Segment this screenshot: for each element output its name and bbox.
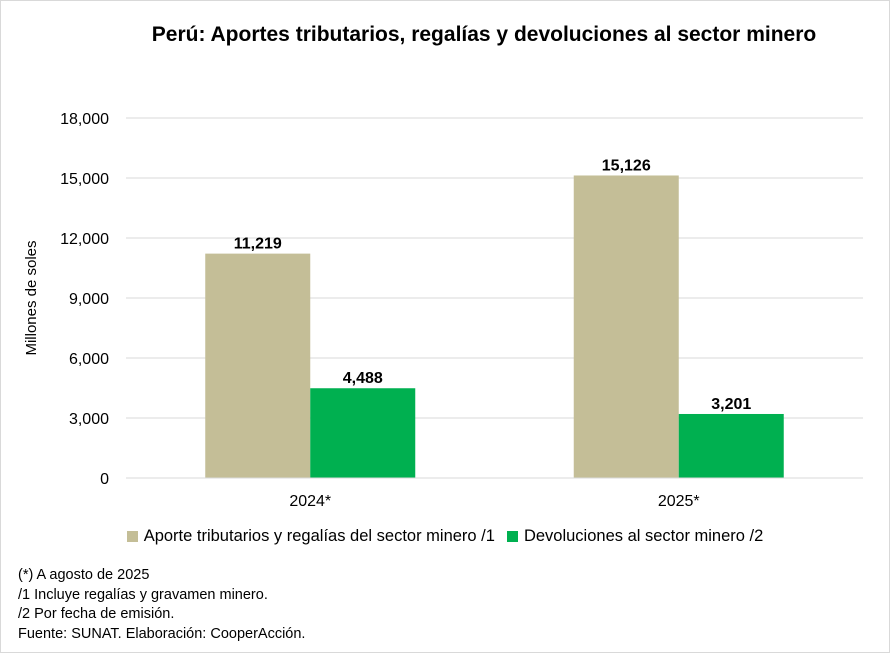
legend-item-aportes: Aporte tributarios y regalías del sector… [126,527,495,546]
data-label: 3,201 [711,396,751,413]
footnote-date: (*) A agosto de 2025 [18,567,150,583]
bar [310,388,416,478]
y-tick-label: 0 [100,471,109,488]
legend-item-devoluciones: Devoluciones al sector minero /2 [506,527,764,546]
legend-label-aportes: Aporte tributarios y regalías del sector… [143,527,495,545]
chart-legend: Aporte tributarios y regalías del sector… [1,527,889,546]
bar [573,175,679,479]
footnote-1: /1 Incluye regalías y gravamen minero. [18,586,268,603]
y-tick-label: 15,000 [60,171,109,188]
footnote-source: Fuente: SUNAT. Elaboración: CooperAcción… [18,625,306,642]
data-label: 15,126 [602,157,651,174]
data-label: 4,488 [343,370,383,387]
bar [205,253,311,478]
footnote-2: /2 Por fecha de emisión. [18,606,175,622]
legend-label-devoluciones: Devoluciones al sector minero /2 [523,527,764,545]
legend-swatch-aportes [126,531,138,542]
y-tick-label: 3,000 [69,411,109,428]
footnotes: (*) A agosto de 2025 /1 Incluye regalías… [18,566,305,644]
y-tick-label: 12,000 [60,231,109,248]
data-label: 11,219 [234,236,282,253]
bar-chart: 0 3,000 6,000 9,000 12,000 15,000 18,000 Millon… [23,111,863,510]
chart-title: Perú: Aportes tributarios, regalías y de… [151,23,817,46]
legend-swatch-devoluciones [506,531,518,542]
x-tick-label: 2025* [658,493,700,510]
y-tick-label: 18,000 [60,111,109,128]
x-tick-label: 2024* [289,493,331,510]
y-tick-label: 6,000 [69,351,109,368]
y-tick-label: 9,000 [69,291,109,308]
y-axis-label: Millones de soles [23,240,40,355]
bar [678,413,784,478]
